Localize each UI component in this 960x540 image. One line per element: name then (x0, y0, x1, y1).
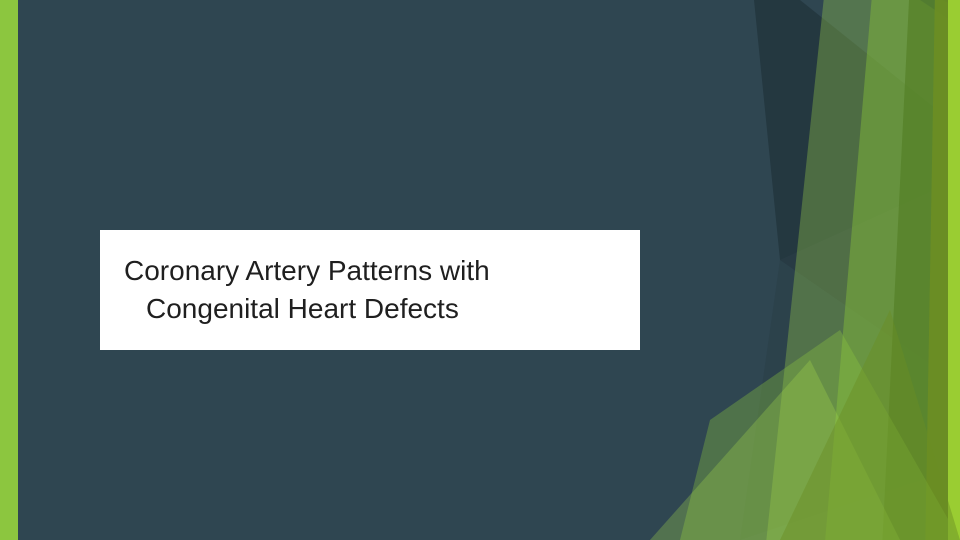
title-box: Coronary Artery Patterns with Congenital… (100, 230, 640, 350)
left-accent-stripe (0, 0, 18, 540)
title-line-1: Coronary Artery Patterns with (124, 252, 620, 290)
title-line-2: Congenital Heart Defects (124, 290, 620, 328)
slide: Coronary Artery Patterns with Congenital… (0, 0, 960, 540)
